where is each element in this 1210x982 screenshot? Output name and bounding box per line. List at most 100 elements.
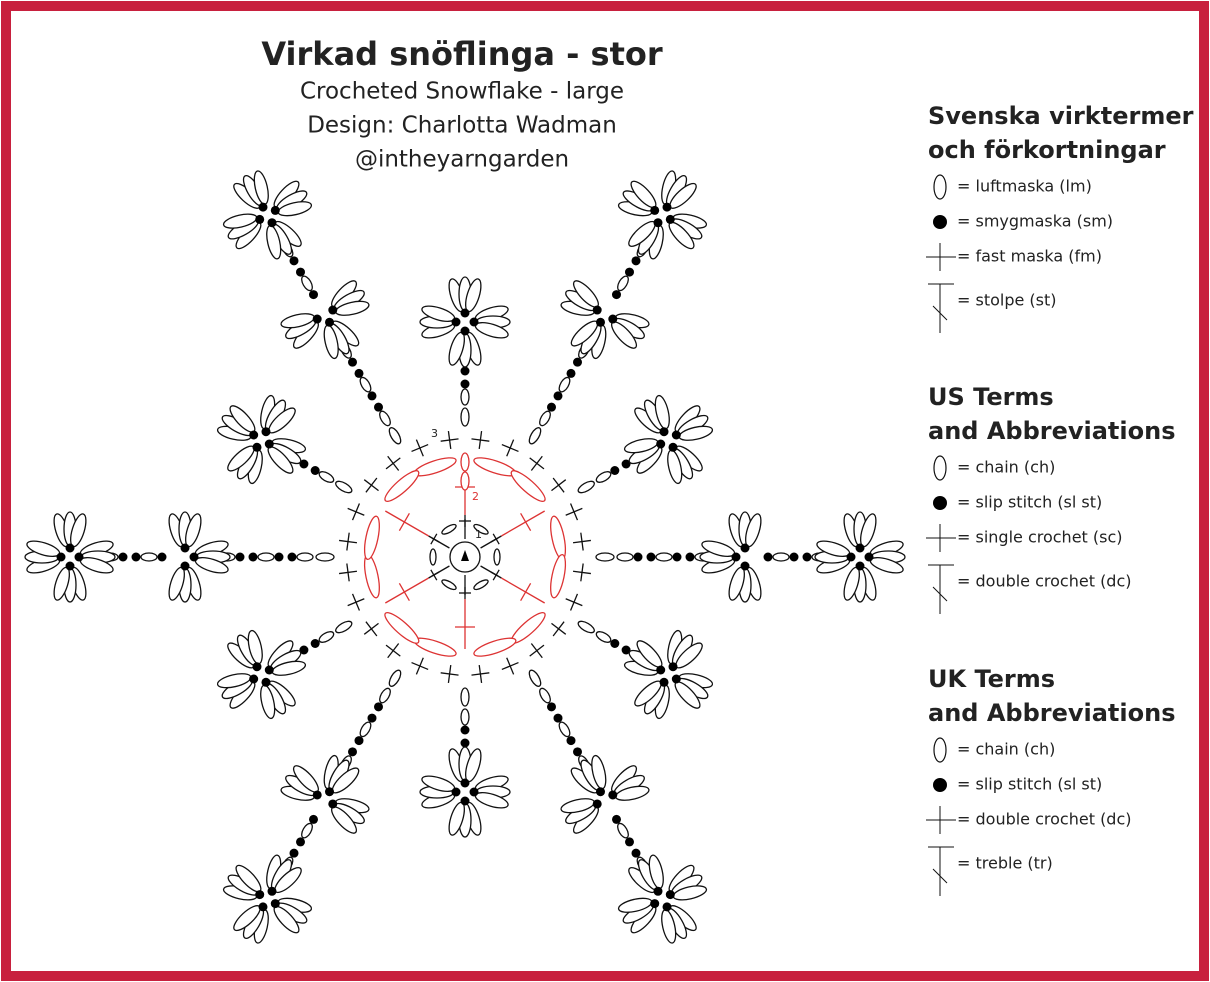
legend-item: = double crochet (dc)	[957, 810, 1132, 829]
legend-item: = fast maska (fm)	[957, 247, 1102, 266]
slip-stitch	[573, 357, 582, 367]
slip-stitch	[261, 677, 271, 687]
legend-item: = luftmaska (lm)	[957, 177, 1092, 196]
chain-stitch	[595, 631, 612, 643]
slip-stitch	[659, 427, 669, 437]
slip-stitch	[131, 552, 141, 562]
designer: Design: Charlotta Wadman	[307, 113, 617, 139]
double-crochet	[398, 513, 410, 531]
chain-stitch	[617, 275, 629, 292]
single-crochet	[411, 661, 429, 671]
chain-symbol	[933, 174, 947, 200]
slip-stitch	[610, 639, 620, 648]
dc-symbol	[932, 586, 948, 602]
legend-item: = stolpe (st)	[957, 291, 1057, 310]
chain-stitch	[335, 620, 353, 634]
slip-stitch	[789, 552, 799, 562]
slip-stitch	[328, 799, 338, 809]
slip-stitch	[656, 439, 666, 449]
slip-stitch	[354, 368, 364, 378]
single-crochet	[351, 593, 361, 611]
slip-stitch	[264, 439, 274, 449]
round-label: 3	[431, 427, 438, 440]
chain-stitch	[429, 548, 437, 566]
slip-stitch	[665, 890, 675, 900]
chain-stitch	[460, 452, 470, 472]
slip-stitch	[310, 639, 320, 648]
chain-stitch	[510, 470, 546, 502]
legend-title: och förkortningar	[928, 136, 1166, 164]
slip-stitch	[255, 890, 265, 900]
single-crochet	[471, 672, 490, 676]
single-crochet	[490, 535, 502, 543]
dc-symbol	[932, 305, 948, 321]
slip-stitch	[249, 430, 259, 440]
chain-stitch	[301, 822, 313, 839]
slip-stitch	[608, 790, 618, 800]
single-crochet	[346, 563, 350, 582]
slip-stitch	[289, 848, 299, 858]
slip-stitch	[662, 902, 672, 912]
slip-stitch	[374, 702, 383, 712]
slip-stitch	[348, 357, 357, 367]
slip-stitch	[255, 214, 265, 224]
single-crochet	[552, 621, 565, 637]
chain-stitch	[460, 708, 470, 726]
slip-stitch	[310, 466, 320, 475]
slip-stitch	[325, 787, 334, 797]
chain-stitch	[460, 407, 470, 427]
legend-title: US Terms	[928, 383, 1054, 411]
slip-stitch	[625, 267, 634, 277]
double-crochet	[398, 583, 410, 601]
slip-stitch	[235, 552, 245, 562]
slip-stitch	[270, 899, 280, 909]
slip-stitch	[653, 218, 663, 228]
slip-stitch	[566, 736, 576, 746]
slip-stitch	[596, 787, 605, 797]
slip-stitch	[763, 552, 773, 562]
double-crochet	[385, 510, 429, 537]
slip-stitch	[460, 326, 470, 336]
handle: @intheyarngarden	[355, 147, 569, 173]
slip-stitch	[469, 317, 479, 327]
slip-stitch	[650, 205, 660, 215]
slip-stitch	[270, 205, 280, 215]
chain-stitch	[384, 470, 420, 502]
single-crochet	[365, 621, 378, 637]
chain-stitch	[528, 669, 542, 687]
slip-stitch	[258, 902, 268, 912]
slip-stitch	[665, 214, 675, 224]
double-crochet	[501, 577, 545, 604]
slip-stitch	[309, 814, 318, 824]
slip-stitch	[264, 665, 274, 675]
slip-stitch	[469, 787, 479, 797]
chain-stitch	[539, 687, 551, 704]
single-crochet	[440, 672, 459, 676]
single-crochet	[501, 661, 519, 671]
slip-stitch	[740, 543, 750, 553]
single-crochet	[569, 503, 579, 521]
slip-stitch	[267, 886, 277, 896]
slip-stitch-symbol	[933, 215, 947, 229]
slip-stitch	[328, 305, 338, 315]
start-mark	[461, 550, 469, 561]
chain-stitch	[363, 553, 380, 599]
chain-stitch	[441, 523, 457, 535]
slip-stitch	[612, 290, 621, 300]
title: Virkad snöflinga - stor	[261, 35, 663, 73]
single-crochet	[385, 644, 401, 657]
slip-stitch	[460, 379, 470, 389]
dc-symbol	[932, 868, 948, 884]
slip-stitch	[312, 790, 322, 800]
slip-stitch	[646, 552, 656, 562]
single-crochet	[428, 571, 440, 579]
chain-stitch	[140, 552, 158, 562]
slip-stitch	[299, 459, 309, 469]
slip-stitch	[802, 552, 812, 562]
slip-stitch	[855, 561, 865, 571]
chain-symbol	[933, 737, 947, 763]
chain-stitch	[257, 552, 275, 562]
slip-stitch	[180, 543, 190, 553]
double-crochet	[501, 510, 545, 537]
